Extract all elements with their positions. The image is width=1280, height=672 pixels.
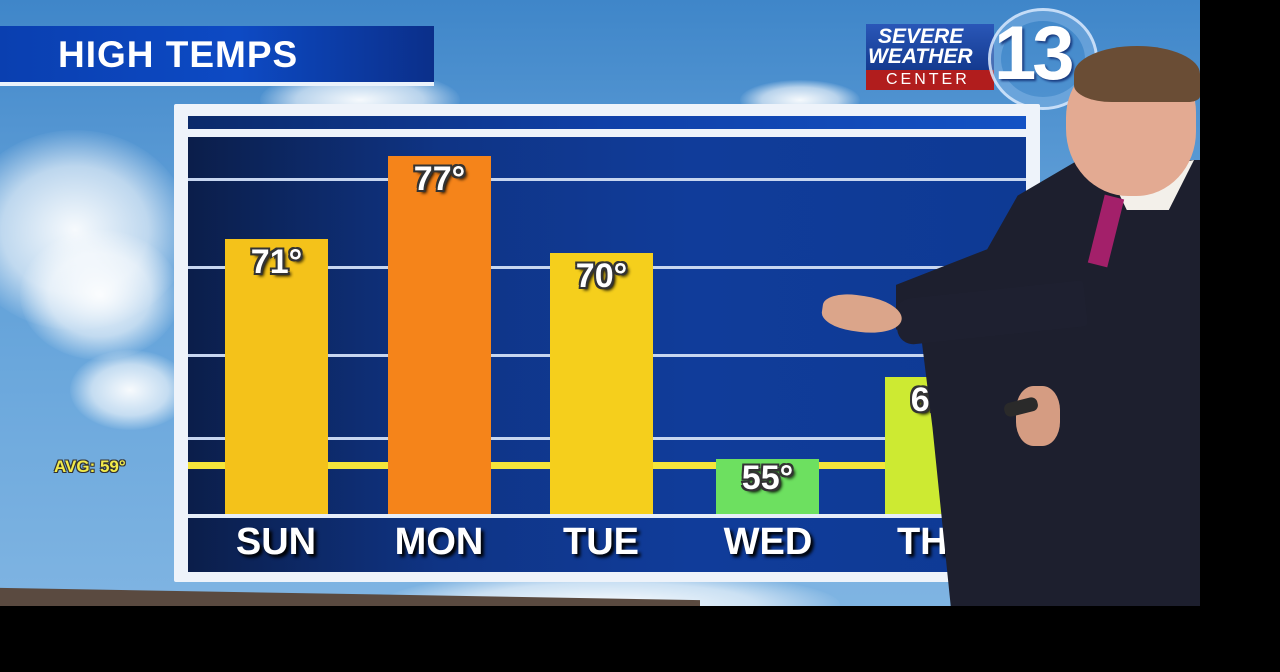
weather-broadcast-scene: HIGH TEMPS SEVERE WEATHER CENTER 13 71° … [0,0,1200,606]
graphic-title: HIGH TEMPS [58,34,299,75]
logo-line-center: CENTER [886,71,970,88]
logo-channel-number: 13 [994,11,1075,96]
bar-sun: 71° [225,239,328,515]
bar-value-label: 70° [575,257,628,295]
average-label: AVG: 59° [54,457,126,476]
cloud [20,230,180,360]
day-label-sun: SUN [235,521,317,563]
gridline [188,178,1026,181]
bar-value-label: 55° [741,459,794,497]
letterbox-bottom [0,606,1280,672]
chart-baseline [188,514,1026,518]
day-label-tue: TUE [563,521,639,563]
presenter-hair [1074,46,1200,102]
logo-line-severe: SEVERE [878,25,964,48]
day-label-wed: WED [723,521,813,563]
presenter-hand [1016,386,1060,446]
cloud [70,350,190,430]
chart-header-strip [188,116,1026,129]
bar-value-label: 77° [413,160,466,198]
station-logo: SEVERE WEATHER CENTER [866,24,994,90]
bar-wed: 55° [716,459,819,515]
bar-value-label: 71° [250,243,303,281]
title-banner: HIGH TEMPS [0,26,434,86]
bar-chart: 71° 77° 70° 55° 61° SUN MON TUE WED THU [188,137,1026,572]
letterbox-right [1200,0,1280,672]
day-label-mon: MON [394,521,484,563]
logo-line-weather: WEATHER [868,45,973,68]
bar-mon: 77° [388,156,491,515]
bar-tue: 70° [550,253,653,515]
